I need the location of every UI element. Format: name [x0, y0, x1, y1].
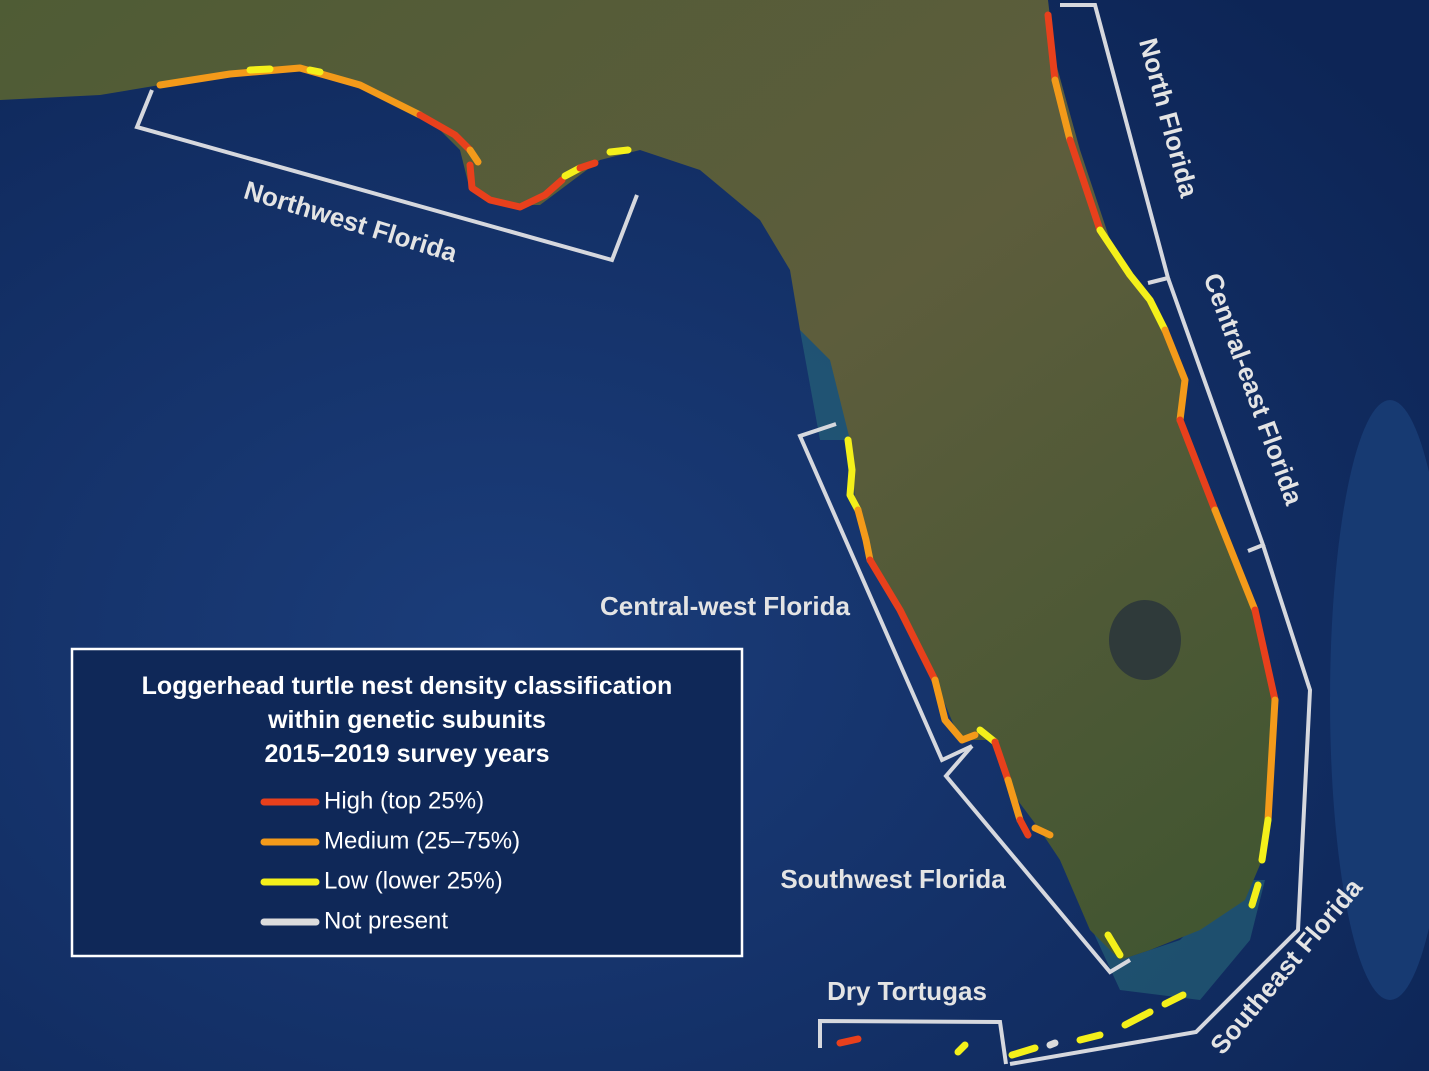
region-label: Southwest Florida [780, 864, 1006, 894]
coastline [156, 11, 1279, 1059]
coast-segment [156, 64, 424, 119]
coast-segment [1066, 136, 1104, 234]
coast-segment [416, 111, 474, 154]
legend-label: High (top 25%) [324, 787, 484, 814]
bracket [943, 744, 1132, 975]
coast-segment [1008, 1044, 1039, 1059]
coast-segment [1046, 1039, 1059, 1049]
coast-segment [1096, 226, 1169, 334]
bracket [1060, 3, 1171, 285]
legend: Loggerhead turtle nest density classific… [142, 672, 673, 934]
coast-segment [1258, 816, 1272, 864]
coast-segment [1211, 506, 1259, 614]
coast-segment [854, 506, 874, 564]
coast-segment [1121, 1008, 1154, 1029]
legend-label: Low (lower 25%) [324, 867, 503, 894]
coast-segment [466, 161, 566, 211]
coast-segment [1004, 776, 1024, 824]
legend-title: Loggerhead turtle nest density classific… [142, 672, 673, 700]
bracket [797, 422, 973, 763]
coast-segment [1264, 696, 1279, 824]
coast-segment [1176, 416, 1219, 514]
coast-segment [1016, 816, 1032, 839]
legend-title: within genetic subunits [267, 706, 546, 734]
bracket [1009, 544, 1313, 1066]
coast-segment [606, 146, 632, 156]
coast-segment [1044, 11, 1059, 84]
bracket [818, 1018, 1008, 1065]
coast-segment [1104, 931, 1124, 959]
coast-segment [1076, 1031, 1104, 1044]
coast-segment [1161, 991, 1187, 1008]
legend-label: Not present [324, 907, 448, 934]
coast-segment [246, 65, 274, 74]
coast-segment [466, 146, 482, 166]
coast-segment [1031, 824, 1054, 839]
region-label: Dry Tortugas [827, 976, 987, 1006]
coast-segment [954, 1041, 969, 1056]
legend-box [70, 647, 744, 958]
region-label: Central-west Florida [600, 591, 850, 621]
legend-label: Medium (25–75%) [324, 827, 520, 854]
coast-segment [1248, 881, 1262, 909]
coast-segment [1251, 606, 1279, 704]
legend-title: 2015–2019 survey years [265, 740, 550, 768]
deep-water [1330, 400, 1429, 1000]
coast-segment [1161, 326, 1189, 424]
lake [1109, 600, 1181, 680]
coast-segment [1051, 76, 1074, 144]
bracket [134, 89, 639, 263]
coast-segment [931, 676, 979, 744]
coast-segment [991, 738, 1012, 784]
coast-segment [844, 436, 862, 514]
coast-segment [576, 159, 599, 172]
coast-segment [866, 556, 939, 684]
land [0, 0, 1275, 960]
coast-segment [306, 66, 324, 76]
coast-segment [836, 1035, 862, 1047]
